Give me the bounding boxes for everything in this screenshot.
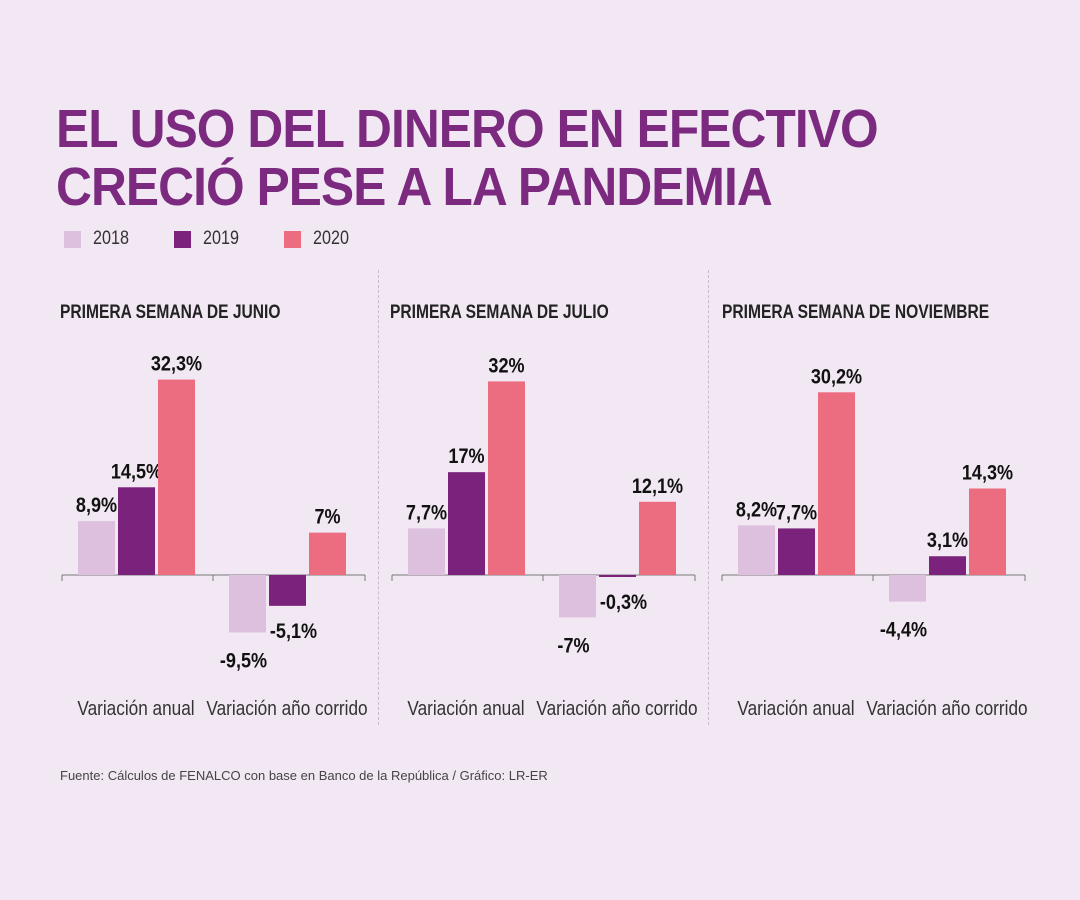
data-label: -4,4% [880,618,927,642]
bar-noviembre-anual-2020 [818,392,855,575]
legend-swatch-2020 [284,230,301,248]
title-line-2: CRECIÓ PESE A LA PANDEMIA [56,157,773,217]
legend-item-2020: 2020 [284,228,394,250]
data-label: 14,5% [111,460,162,484]
bar-junio-corrido-2018 [229,575,266,633]
source-note: Fuente: Cálculos de FENALCO con base en … [60,768,548,783]
category-label: Variación año corrido [206,697,367,720]
bar-julio-anual-2020 [488,381,525,575]
bar-julio-anual-2018 [408,528,445,575]
category-label: Variación anual [407,697,524,720]
bar-junio-corrido-2019 [269,575,306,606]
panel-title-julio: PRIMERA SEMANA DE JULIO [390,302,609,323]
legend-item-2019: 2019 [174,228,284,250]
data-label: 7,7% [406,501,447,525]
legend-label-2019: 2019 [203,228,239,249]
data-label: 32,3% [151,352,202,376]
bar-noviembre-anual-2019 [778,528,815,575]
data-label: -0,3% [600,591,647,615]
data-label: -5,1% [270,620,317,644]
data-label: 12,1% [632,475,683,499]
category-label: Variación año corrido [866,697,1027,720]
panel-divider-1 [378,270,379,725]
bar-junio-anual-2019 [118,487,155,575]
legend: 2018 2019 2020 [64,228,394,250]
data-label: 17% [448,445,484,469]
panel-title-noviembre: PRIMERA SEMANA DE NOVIEMBRE [722,302,990,323]
chart-title: EL USO DEL DINERO EN EFECTIVO CRECIÓ PES… [56,99,879,217]
bar-junio-corrido-2020 [309,532,346,575]
bar-noviembre-corrido-2020 [969,488,1006,575]
legend-swatch-2019 [174,230,191,248]
legend-item-2018: 2018 [64,228,174,250]
bar-julio-anual-2019 [448,472,485,575]
bar-julio-corrido-2019 [599,575,636,577]
bar-junio-anual-2020 [158,379,195,575]
bar-julio-corrido-2020 [639,501,676,575]
data-label: 7,7% [776,501,817,525]
bar-junio-anual-2018 [78,521,115,575]
bar-noviembre-corrido-2018 [889,575,926,602]
category-label: Variación anual [77,697,194,720]
data-label: 8,2% [736,498,777,522]
title-line-1: EL USO DEL DINERO EN EFECTIVO [56,99,879,159]
category-label: Variación año corrido [536,697,697,720]
panel-title-junio: PRIMERA SEMANA DE JUNIO [60,302,281,323]
data-label: -7% [557,634,589,658]
data-label: 30,2% [811,365,862,389]
bar-noviembre-corrido-2019 [929,556,966,575]
bar-noviembre-anual-2018 [738,525,775,575]
panel-divider-2 [708,270,709,725]
data-label: 3,1% [927,529,968,553]
legend-label-2018: 2018 [93,228,129,249]
legend-label-2020: 2020 [313,228,349,249]
bar-julio-corrido-2018 [559,575,596,618]
data-label: 7% [314,505,340,529]
data-label: -9,5% [220,649,267,673]
data-label: 14,3% [962,461,1013,485]
category-label: Variación anual [737,697,854,720]
legend-swatch-2018 [64,230,81,248]
data-label: 8,9% [76,494,117,518]
data-label: 32% [488,354,524,378]
